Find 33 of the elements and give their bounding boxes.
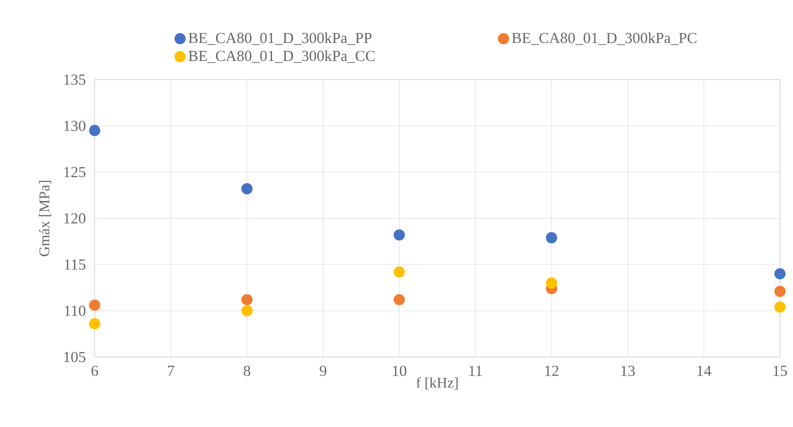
y-tick-label: 135 <box>64 74 86 85</box>
legend-label: BE_CA80_01_D_300kPa_PP <box>188 32 372 45</box>
x-tick-label: 10 <box>392 366 406 376</box>
x-tick-label: 15 <box>774 366 788 376</box>
point <box>89 318 100 330</box>
y-tick-label: 130 <box>64 120 86 132</box>
x-tick-label: 13 <box>621 366 635 376</box>
legend-label: BE_CA80_01_D_300kPa_PC <box>512 32 696 45</box>
x-tick-label: 8 <box>244 366 250 376</box>
y-tick-label: 120 <box>64 213 86 224</box>
y-tick-label: 105 <box>64 352 86 362</box>
point <box>394 294 405 306</box>
x-tick-label: 12 <box>545 366 558 376</box>
legend-label: BE_CA80_01_D_300kPa_CC <box>188 50 375 63</box>
y-tick-label: 125 <box>64 166 86 178</box>
point <box>241 294 253 306</box>
x-tick-label: 9 <box>320 366 326 376</box>
y-tick-label: 110 <box>64 306 86 316</box>
point <box>89 124 100 136</box>
point <box>546 232 558 244</box>
point <box>394 229 405 241</box>
x-axis-title: f [kHz] <box>416 377 458 390</box>
x-tick-label: 6 <box>91 366 98 376</box>
y-axis-title: Gmáx [MPa] <box>38 180 52 256</box>
point <box>241 183 253 194</box>
y-tick-label: 115 <box>64 259 86 270</box>
point <box>546 277 558 289</box>
x-tick-label: 11 <box>469 366 482 376</box>
point <box>89 300 100 311</box>
x-tick-label: 7 <box>168 366 174 376</box>
point <box>241 305 253 316</box>
x-tick-label: 14 <box>698 366 712 376</box>
point <box>394 266 405 278</box>
